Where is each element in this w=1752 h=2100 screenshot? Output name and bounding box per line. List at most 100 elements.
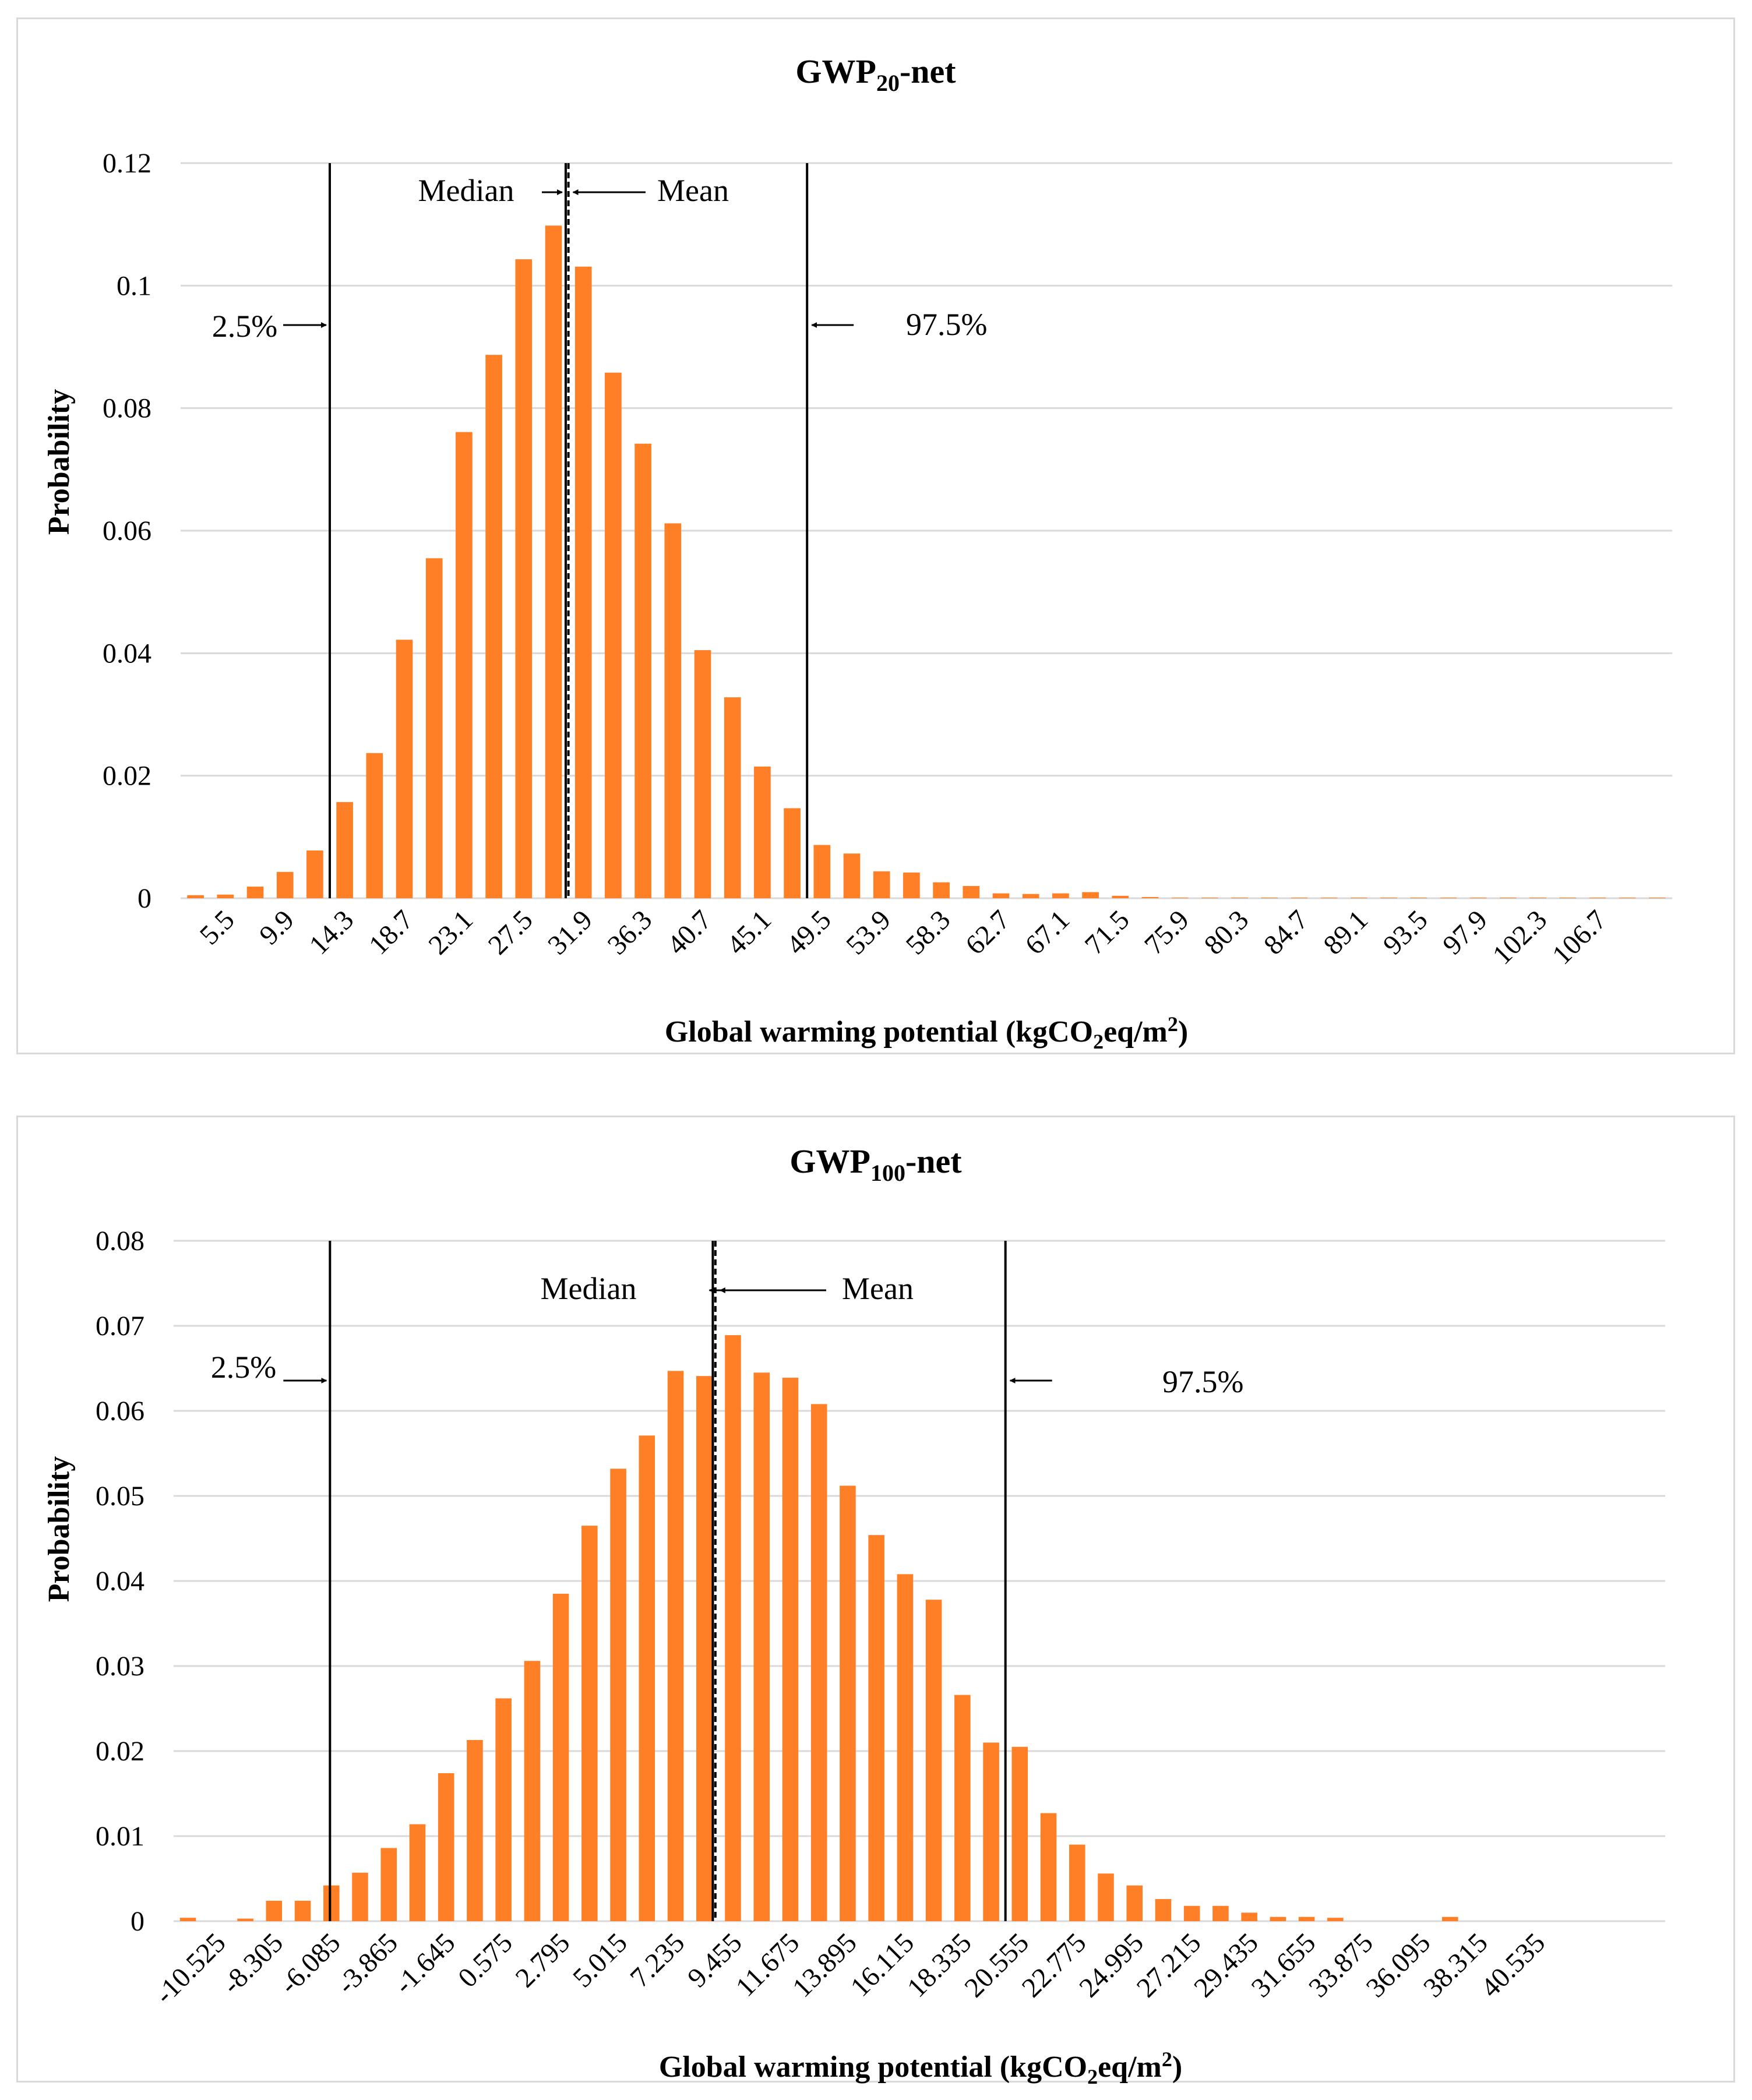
p97-5-label: 97.5% bbox=[1162, 1364, 1243, 1399]
x-tick-label: 18.335 bbox=[901, 1927, 978, 2003]
p2-5-label: 2.5% bbox=[212, 309, 277, 344]
bar bbox=[467, 1740, 483, 1921]
x-tick-label: 40.535 bbox=[1475, 1927, 1551, 2003]
bar bbox=[409, 1824, 426, 1921]
bar bbox=[425, 558, 443, 898]
y-tick-label: 0.02 bbox=[103, 761, 151, 792]
bar bbox=[1327, 1918, 1344, 1921]
x-tick-label: 106.7 bbox=[1546, 904, 1613, 970]
y-tick-label: 0.01 bbox=[96, 1821, 144, 1852]
x-tick-label: 53.9 bbox=[840, 904, 897, 961]
y-tick-label: 0.07 bbox=[96, 1311, 144, 1342]
y-tick-label: 0.06 bbox=[96, 1396, 144, 1427]
x-tick-label: 9.9 bbox=[253, 904, 300, 951]
bar bbox=[954, 1695, 971, 1921]
bar bbox=[664, 523, 682, 898]
bar bbox=[667, 1371, 684, 1921]
bar bbox=[306, 850, 323, 898]
bar bbox=[933, 882, 950, 898]
x-tick-label: 67.1 bbox=[1019, 904, 1076, 961]
bar bbox=[237, 1918, 253, 1921]
bar bbox=[552, 1593, 569, 1921]
x-tick-label: 13.895 bbox=[787, 1927, 863, 2003]
x-tick-label: 33.875 bbox=[1303, 1927, 1379, 2003]
chart-gwp20: GWP20-net 0 0.02 0.04 0.06 0.08 0.1 0.12 5.5 9.… bbox=[43, 52, 1672, 1053]
bar bbox=[992, 893, 1010, 898]
bar bbox=[1155, 1899, 1172, 1921]
bar bbox=[574, 266, 592, 898]
x-tick-label: 36.3 bbox=[602, 904, 658, 961]
bar bbox=[897, 1574, 914, 1921]
bar bbox=[1270, 1917, 1286, 1921]
p97-5-label: 97.5% bbox=[906, 307, 987, 342]
y-tick-label: 0.04 bbox=[96, 1566, 144, 1597]
y-tick-label: 0.03 bbox=[96, 1651, 144, 1682]
bar bbox=[495, 1698, 512, 1921]
bar bbox=[187, 895, 204, 898]
x-tick-label: -8.305 bbox=[216, 1927, 289, 2000]
bar bbox=[545, 225, 562, 898]
bar bbox=[1441, 1917, 1458, 1921]
bar bbox=[873, 871, 890, 898]
x-tick-label: 7.235 bbox=[624, 1927, 690, 1993]
bar bbox=[438, 1773, 454, 1921]
bar bbox=[610, 1469, 626, 1921]
x-tick-label: 93.5 bbox=[1377, 904, 1434, 961]
bar bbox=[605, 372, 622, 898]
y-tick-label: 0.1 bbox=[117, 270, 151, 301]
x-tick-label: 58.3 bbox=[900, 904, 957, 961]
bar bbox=[380, 1848, 397, 1921]
y-tick-label: 0 bbox=[131, 1906, 144, 1937]
y-tick-label: 0.05 bbox=[96, 1481, 144, 1512]
x-tick-label: 31.9 bbox=[542, 904, 598, 961]
bar bbox=[843, 853, 861, 898]
bar bbox=[266, 1900, 283, 1921]
median-label: Median bbox=[418, 173, 514, 208]
bar bbox=[276, 871, 294, 898]
x-tick-label: 14.3 bbox=[304, 904, 360, 961]
bar bbox=[1241, 1912, 1257, 1921]
bar bbox=[396, 640, 413, 898]
median-label: Median bbox=[541, 1271, 637, 1306]
bar bbox=[782, 1378, 799, 1921]
bar bbox=[1126, 1885, 1143, 1921]
bar bbox=[1069, 1844, 1085, 1921]
mean-label: Mean bbox=[842, 1271, 914, 1306]
bar bbox=[1040, 1813, 1057, 1921]
x-tick-label: 71.5 bbox=[1079, 904, 1136, 961]
x-tick-label: 5.5 bbox=[194, 904, 241, 951]
p2-5-label: 2.5% bbox=[211, 1350, 276, 1385]
x-tick-label: 40.7 bbox=[661, 904, 718, 961]
y-tick-label: 0 bbox=[138, 883, 151, 914]
x-tick-label: 45.1 bbox=[721, 904, 777, 961]
bar bbox=[925, 1600, 942, 1921]
x-tick-label: 84.7 bbox=[1258, 904, 1314, 961]
bar bbox=[813, 845, 831, 898]
bar bbox=[1141, 897, 1159, 898]
y-tick-label: 0.06 bbox=[103, 516, 151, 546]
x-tick-label: 27.215 bbox=[1131, 1927, 1207, 2003]
x-tick-label: 24.995 bbox=[1073, 1927, 1150, 2003]
x-tick-label: 97.9 bbox=[1437, 904, 1493, 961]
x-tick-label: 2.795 bbox=[510, 1927, 576, 1993]
y-axis-label: Probability bbox=[43, 389, 76, 535]
y-tick-label: 0.04 bbox=[103, 638, 151, 669]
bar bbox=[1112, 895, 1129, 898]
bar bbox=[485, 355, 502, 898]
chart-title: GWP100-net bbox=[789, 1142, 962, 1186]
x-tick-label: -3.865 bbox=[331, 1927, 404, 2000]
x-tick-label: 62.7 bbox=[960, 904, 1016, 961]
x-tick-label: 75.9 bbox=[1138, 904, 1195, 961]
bar bbox=[1022, 894, 1039, 898]
x-tick-label: 23.1 bbox=[422, 904, 479, 961]
bar bbox=[963, 885, 980, 898]
x-tick-label: 20.555 bbox=[958, 1927, 1035, 2003]
y-tick-label: 0.02 bbox=[96, 1736, 144, 1767]
bar bbox=[1011, 1746, 1028, 1921]
bar bbox=[725, 1335, 741, 1921]
chart-gwp100: GWP100-net 0 0.01 0.02 0.03 0.04 0.05 0.06 0.07… bbox=[43, 1142, 1665, 2088]
chart-title: GWP20-net bbox=[795, 52, 956, 96]
x-tick-label: 102.3 bbox=[1487, 904, 1553, 970]
bar bbox=[1098, 1873, 1114, 1921]
